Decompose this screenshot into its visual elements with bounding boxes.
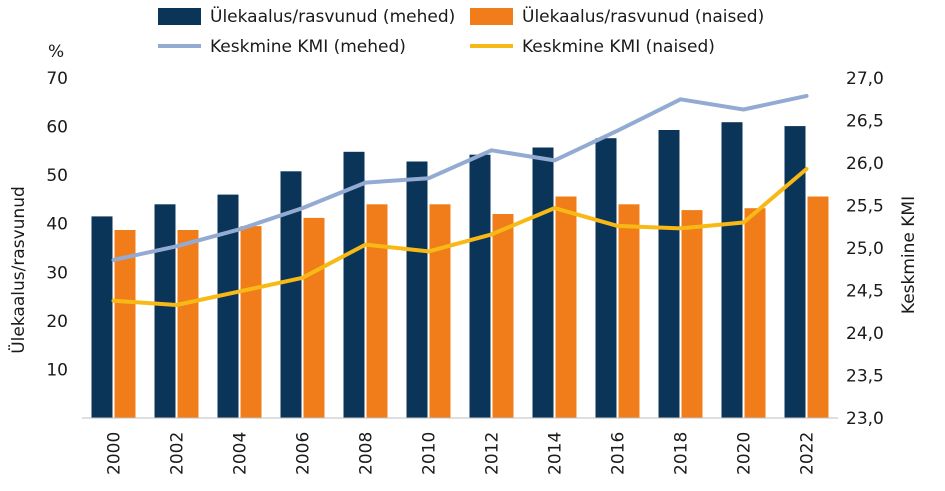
bar-mehed-2018 xyxy=(658,130,680,418)
bar-naised-2018 xyxy=(681,210,703,418)
legend-swatch-bar xyxy=(470,8,513,25)
x-tick-label: 2008 xyxy=(357,432,377,475)
x-tick-label: 2004 xyxy=(231,432,251,475)
left-y-tick-label: 30 xyxy=(46,263,68,283)
line-kmi-naised xyxy=(111,167,809,307)
x-tick-label: 2002 xyxy=(168,432,188,475)
bar-mehed-2010 xyxy=(406,161,428,418)
bar-naised-2002 xyxy=(177,230,199,418)
line-layer xyxy=(111,93,809,307)
legend-item: Keskmine KMI (naised) xyxy=(470,37,715,57)
right-y-tick-label: 26,5 xyxy=(846,112,884,132)
x-tick-label: 2020 xyxy=(735,432,755,475)
right-y-tick-label: 23,0 xyxy=(846,409,884,429)
bar-mehed-2020 xyxy=(721,122,743,418)
bar-naised-2010 xyxy=(429,204,451,418)
right-y-tick-label: 25,0 xyxy=(846,239,884,259)
legend-label: Ülekaalus/rasvunud (mehed) xyxy=(210,5,455,27)
bar-naised-2008 xyxy=(366,204,388,418)
bar-naised-2006 xyxy=(303,217,325,418)
bar-naised-2012 xyxy=(492,214,514,418)
bar-mehed-2012 xyxy=(469,154,491,418)
right-y-tick-label: 25,5 xyxy=(846,197,884,217)
legend-swatch-bar xyxy=(158,8,201,25)
right-y-tick-label: 24,0 xyxy=(846,324,884,344)
legend-item: Ülekaalus/rasvunud (mehed) xyxy=(158,5,455,27)
legend: Ülekaalus/rasvunud (mehed) Ülekaalus/rasv… xyxy=(158,5,764,57)
left-y-tick-label: 50 xyxy=(46,166,68,186)
bar-naised-2000 xyxy=(114,230,136,418)
x-tick-label: 2006 xyxy=(294,432,314,475)
left-axis-title: Ülekaalus/rasvunud xyxy=(7,186,29,354)
bar-naised-2004 xyxy=(240,226,262,418)
axes: 2000 2002 2004 2006 2008 2010 2012 2014 2016 2018… xyxy=(46,69,884,475)
x-tick-label: 2018 xyxy=(672,432,692,475)
line-kmi-mehed xyxy=(111,93,809,262)
bar-mehed-2000 xyxy=(91,216,113,418)
x-tick-label: 2012 xyxy=(483,432,503,475)
x-tick-label: 2022 xyxy=(798,432,818,475)
bar-mehed-2022 xyxy=(784,126,806,418)
bar-mehed-2002 xyxy=(154,204,176,418)
bar-mehed-2004 xyxy=(217,194,239,418)
bar-mehed-2008 xyxy=(343,151,365,419)
right-y-tick-label: 26,0 xyxy=(846,154,884,174)
legend-item: Keskmine KMI (mehed) xyxy=(158,37,406,57)
bar-mehed-2006 xyxy=(280,171,302,418)
x-tick-label: 2014 xyxy=(546,432,566,475)
legend-label: Keskmine KMI (mehed) xyxy=(210,37,406,57)
bar-naised-2022 xyxy=(807,196,829,418)
right-y-tick-label: 27,0 xyxy=(846,69,884,89)
bar-naised-2016 xyxy=(618,204,640,418)
right-y-tick-label: 23,5 xyxy=(846,367,884,387)
left-y-tick-label: 10 xyxy=(46,360,68,380)
bar-naised-2020 xyxy=(744,208,766,418)
left-y-tick-label: 40 xyxy=(46,215,68,235)
legend-label: Keskmine KMI (naised) xyxy=(522,37,715,57)
bar-layer xyxy=(91,122,829,419)
x-tick-label: 2010 xyxy=(420,432,440,475)
legend-label: Ülekaalus/rasvunud (naised) xyxy=(522,5,764,27)
left-y-tick-label: 60 xyxy=(46,118,68,138)
x-tick-label: 2000 xyxy=(105,432,125,475)
left-axis-unit: % xyxy=(48,42,64,62)
bar-mehed-2014 xyxy=(532,147,554,418)
bar-naised-2014 xyxy=(555,196,577,418)
legend-item: Ülekaalus/rasvunud (naised) xyxy=(470,5,764,27)
left-y-tick-label: 20 xyxy=(46,312,68,332)
right-y-tick-label: 24,5 xyxy=(846,282,884,302)
left-y-tick-label: 70 xyxy=(46,69,68,89)
x-tick-label: 2016 xyxy=(609,432,629,475)
right-axis-title: Keskmine KMI xyxy=(899,196,919,314)
bar-mehed-2016 xyxy=(595,138,617,418)
